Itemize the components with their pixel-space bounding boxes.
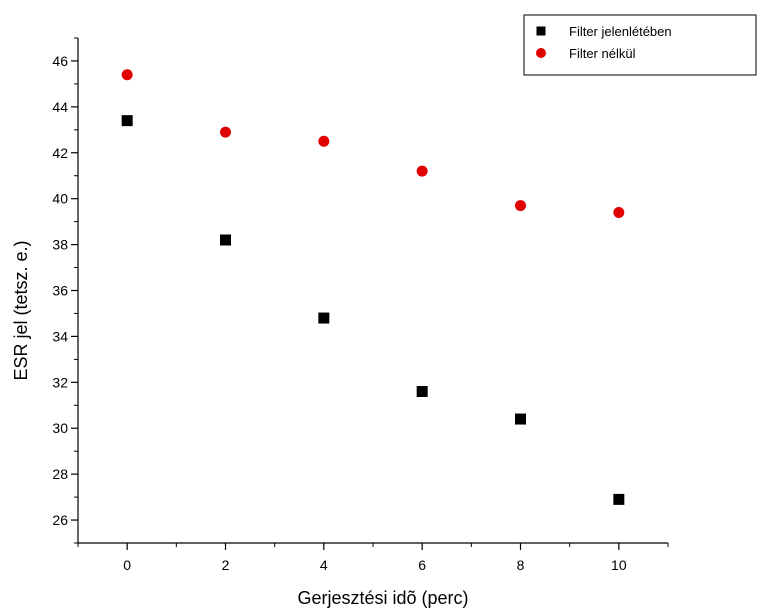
- legend-label: Filter jelenlétében: [569, 24, 672, 39]
- y-axis-title: ESR jel (tetsz. e.): [11, 240, 31, 380]
- axes: 0 2 4 6 8 102628303234363840424446Gerjesztési…: [11, 37, 669, 608]
- y-tick-label: 34: [52, 328, 68, 344]
- data-point-series-0: [121, 115, 133, 127]
- data-point-series-0: [220, 234, 231, 246]
- y-tick-label: 36: [52, 283, 68, 299]
- x-tick-label: 2: [222, 557, 230, 573]
- x-tick-label: 0: [123, 557, 131, 573]
- plot-area: [121, 69, 625, 505]
- y-tick-label: 32: [52, 374, 68, 390]
- data-point-series-1: [515, 200, 526, 212]
- data-point-series-1: [613, 206, 625, 218]
- data-point-series-0: [416, 386, 428, 397]
- y-tick-label: 42: [52, 145, 68, 161]
- legend-marker-square: [536, 26, 546, 36]
- legend: Filter jelenlétében Filter nélkül: [523, 14, 757, 76]
- legend-marker-circle: [536, 48, 546, 58]
- y-tick-label: 26: [52, 512, 68, 528]
- data-point-series-1: [121, 69, 133, 81]
- y-tick-label: 40: [52, 191, 68, 207]
- y-tick-label: 28: [52, 466, 68, 482]
- data-point-series-1: [416, 165, 428, 177]
- x-tick-label: 10: [611, 557, 627, 573]
- y-tick-label: 44: [52, 99, 68, 115]
- data-point-series-0: [613, 493, 625, 505]
- data-point-series-0: [318, 312, 330, 324]
- legend-box: [523, 14, 757, 76]
- y-tick-label: 30: [52, 420, 68, 436]
- x-tick-label: 6: [418, 557, 426, 573]
- x-axis-title: Gerjesztési idõ (perc): [297, 588, 468, 608]
- data-point-series-1: [220, 126, 231, 138]
- legend-label: Filter nélkül: [569, 46, 636, 61]
- y-tick-label: 38: [52, 237, 68, 253]
- x-tick-label: 4: [320, 557, 328, 573]
- x-tick-label: 8: [517, 557, 525, 573]
- y-tick-label: 46: [52, 53, 68, 69]
- data-point-series-1: [318, 135, 330, 147]
- data-point-series-0: [515, 413, 526, 425]
